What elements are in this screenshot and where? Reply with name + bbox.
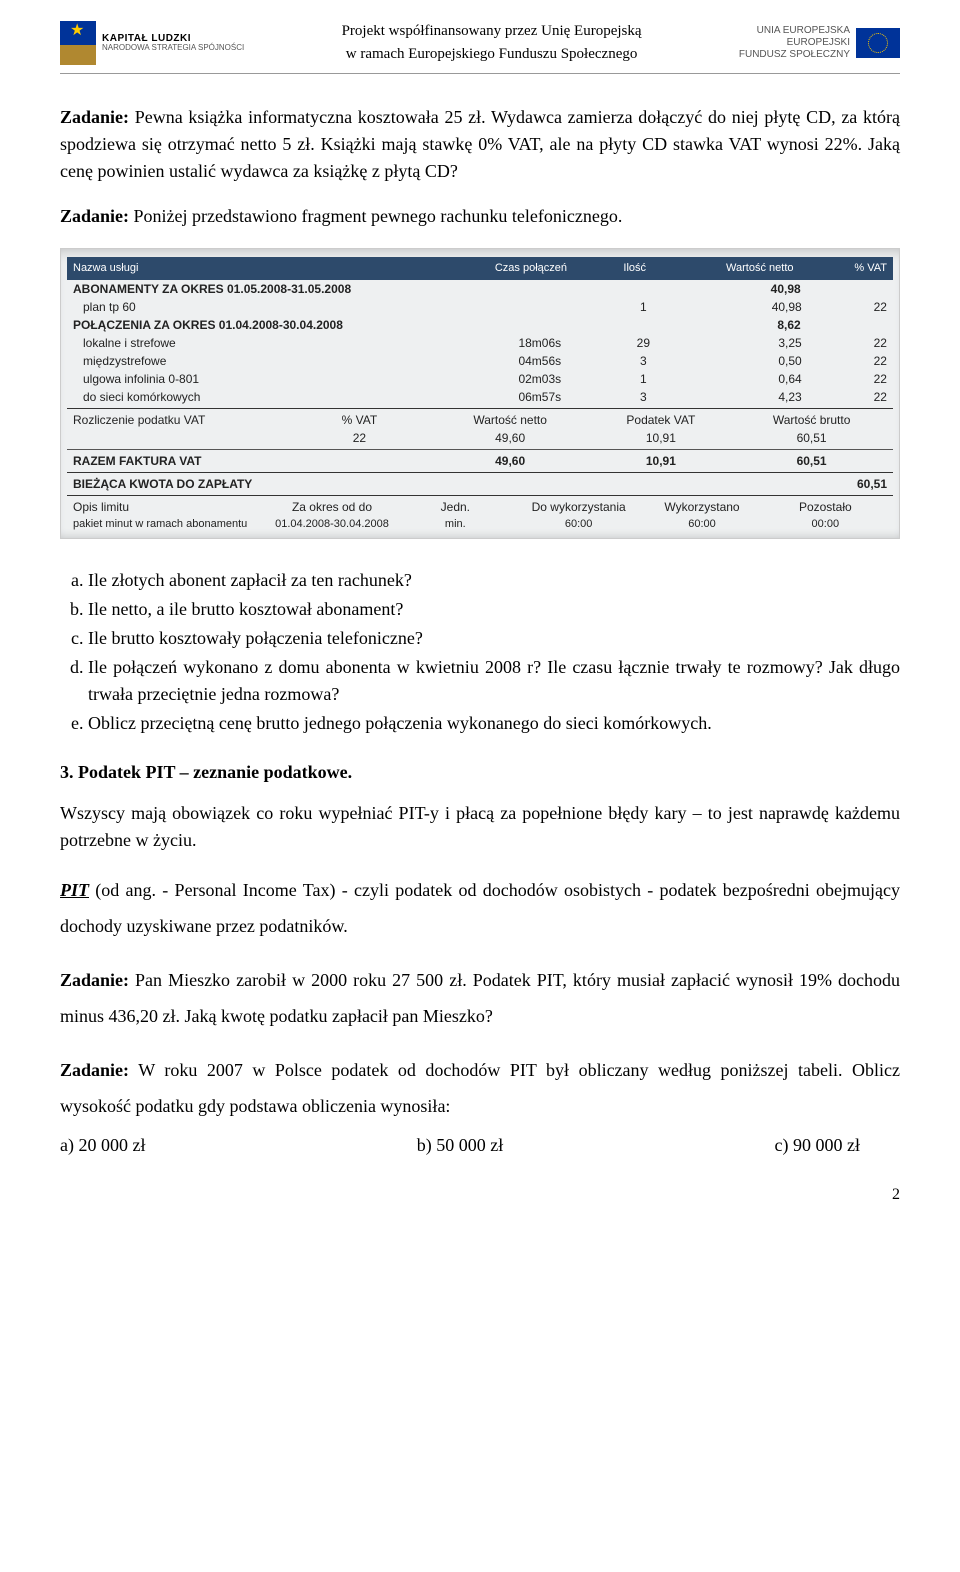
question-e: Oblicz przeciętną cenę brutto jednego po… xyxy=(88,710,900,737)
opt-a: a) 20 000 zł xyxy=(60,1132,145,1159)
kl-subtitle: NARODOWA STRATEGIA SPÓJNOŚCI xyxy=(102,44,244,53)
kl-title: KAPITAŁ LUDZKI xyxy=(102,33,244,44)
bill-r4: do sieci komórkowych 06m57s 3 4,23 22 xyxy=(67,388,893,406)
bill-h-name: Nazwa usługi xyxy=(73,260,464,277)
bill-h-vat: % VAT xyxy=(794,260,887,277)
eu-text: UNIA EUROPEJSKA EUROPEJSKI FUNDUSZ SPOŁE… xyxy=(739,25,850,61)
question-c: Ile brutto kosztowały połączenia telefon… xyxy=(88,625,900,652)
bill-vat-row: 22 49,60 10,91 60,51 xyxy=(67,429,893,447)
task-1: Zadanie: Pewna książka informatyczna kos… xyxy=(60,104,900,185)
opt-c: c) 90 000 zł xyxy=(775,1132,860,1159)
bill-r1: lokalne i strefowe 18m06s 29 3,25 22 xyxy=(67,334,893,352)
task-2-prefix: Zadanie: xyxy=(60,206,129,226)
header-line1: Projekt współfinansowany przez Unię Euro… xyxy=(254,20,729,43)
header-line2: w ramach Europejskiego Funduszu Społeczn… xyxy=(254,43,729,66)
opt-b: b) 50 000 zł xyxy=(417,1132,503,1159)
bill-h-qty: Ilość xyxy=(598,260,671,277)
questions-list: Ile złotych abonent zapłacił za ten rach… xyxy=(88,567,900,737)
header-center-text: Projekt współfinansowany przez Unię Euro… xyxy=(244,20,739,65)
bill-limit-header: Opis limitu Za okres od do Jedn. Do wyko… xyxy=(67,498,893,516)
bill-r2: międzystrefowe 04m56s 3 0,50 22 xyxy=(67,352,893,370)
bill-h-time: Czas połączeń xyxy=(464,260,598,277)
question-d: Ile połączeń wykonano z domu abonenta w … xyxy=(88,654,900,708)
bill-sec2-title-row: POŁĄCZENIA ZA OKRES 01.04.2008-30.04.200… xyxy=(67,316,893,334)
bill-sec1-plan-row: plan tp 60 1 40,98 22 xyxy=(67,298,893,316)
bill-sec1-title: ABONAMENTY ZA OKRES 01.05.2008-31.05.200… xyxy=(73,280,468,298)
task-4-options: a) 20 000 zł b) 50 000 zł c) 90 000 zł xyxy=(60,1132,900,1159)
page-number: 2 xyxy=(60,1183,900,1207)
bill-sec2-title: POŁĄCZENIA ZA OKRES 01.04.2008-30.04.200… xyxy=(73,316,468,334)
task-3-prefix: Zadanie: xyxy=(60,970,129,990)
funding-header: KAPITAŁ LUDZKI NARODOWA STRATEGIA SPÓJNO… xyxy=(60,20,900,74)
bill-header-bar: Nazwa usługi Czas połączeń Ilość Wartość… xyxy=(67,257,893,280)
task-2: Zadanie: Poniżej przedstawiono fragment … xyxy=(60,203,900,230)
task-3: Zadanie: Pan Mieszko zarobił w 2000 roku… xyxy=(60,962,900,1034)
bill-sec1-plan: plan tp 60 xyxy=(73,298,473,316)
task-3-body: Pan Mieszko zarobił w 2000 roku 27 500 z… xyxy=(60,970,900,1026)
bill-vat-header: Rozliczenie podatku VAT % VAT Wartość ne… xyxy=(67,411,893,429)
eu-flag-icon xyxy=(856,28,900,58)
logo-eu: UNIA EUROPEJSKA EUROPEJSKI FUNDUSZ SPOŁE… xyxy=(739,25,900,61)
pit-body: (od ang. - Personal Income Tax) - czyli … xyxy=(60,880,900,936)
task-4-body: W roku 2007 w Polsce podatek od dochodów… xyxy=(60,1060,900,1116)
section-3-intro: Wszyscy mają obowiązek co roku wypełniać… xyxy=(60,800,900,854)
task-4-prefix: Zadanie: xyxy=(60,1060,129,1080)
bill-sec1-val2: 40,98 xyxy=(680,298,802,316)
bill-sec1-qty: 1 xyxy=(607,298,680,316)
bill-razem: RAZEM FAKTURA VAT 49,60 10,91 60,51 xyxy=(67,452,893,470)
bill-biezaca: BIEŻĄCA KWOTA DO ZAPŁATY 60,51 xyxy=(67,475,893,493)
section-3-heading: 3. Podatek PIT – zeznanie podatkowe. xyxy=(60,759,900,786)
task-1-body: Pewna książka informatyczna kosztowała 2… xyxy=(60,107,900,181)
pit-label: PIT xyxy=(60,880,89,900)
eu-line3: FUNDUSZ SPOŁECZNY xyxy=(739,49,850,61)
task-4: Zadanie: W roku 2007 w Polsce podatek od… xyxy=(60,1052,900,1124)
kl-icon xyxy=(60,21,96,65)
task-1-prefix: Zadanie: xyxy=(60,107,129,127)
task-2-body: Poniżej przedstawiono fragment pewnego r… xyxy=(129,206,622,226)
section-3-pit-def: PIT (od ang. - Personal Income Tax) - cz… xyxy=(60,872,900,944)
phone-bill-scan: Nazwa usługi Czas połączeń Ilość Wartość… xyxy=(60,248,900,539)
bill-sec1-val1: 40,98 xyxy=(677,280,800,298)
bill-limit-row: pakiet minut w ramach abonamentu 01.04.2… xyxy=(67,516,893,533)
eu-line1: UNIA EUROPEJSKA xyxy=(739,25,850,37)
bill-sec2-total: 8,62 xyxy=(677,316,800,334)
bill-r3: ulgowa infolinia 0-801 02m03s 1 0,64 22 xyxy=(67,370,893,388)
bill-sec1-title-row: ABONAMENTY ZA OKRES 01.05.2008-31.05.200… xyxy=(67,280,893,298)
bill-sec1-vat: 22 xyxy=(802,298,887,316)
question-b: Ile netto, a ile brutto kosztował abonam… xyxy=(88,596,900,623)
bill-h-net: Wartość netto xyxy=(671,260,793,277)
kl-text: KAPITAŁ LUDZKI NARODOWA STRATEGIA SPÓJNO… xyxy=(102,33,244,53)
logo-kapital-ludzki: KAPITAŁ LUDZKI NARODOWA STRATEGIA SPÓJNO… xyxy=(60,21,244,65)
question-a: Ile złotych abonent zapłacił za ten rach… xyxy=(88,567,900,594)
eu-line2: EUROPEJSKI xyxy=(739,37,850,49)
